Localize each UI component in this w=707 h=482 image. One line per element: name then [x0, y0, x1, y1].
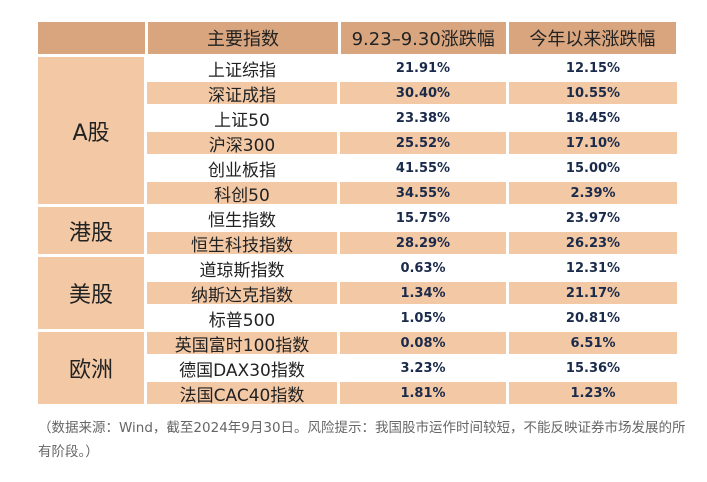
ytd-cell: 1.23%	[509, 382, 677, 404]
ytd-cell: 17.10%	[509, 132, 677, 154]
source-note: （数据来源：Wind，截至2024年9月30日。风险提示：我国股市运作时间较短，…	[38, 420, 686, 460]
table-row: 德国DAX30指数 3.23% 15.36%	[147, 357, 677, 381]
header-change: 9.23–9.30涨跌幅	[340, 22, 506, 54]
change-cell: 30.40%	[340, 82, 506, 104]
ytd-cell: 12.31%	[509, 257, 677, 279]
table-row: 道琼斯指数 0.63% 12.31%	[147, 257, 677, 281]
index-name-cell: 纳斯达克指数	[147, 282, 337, 306]
table-row: 上证50 23.38% 18.45%	[147, 107, 677, 131]
index-name-cell: 创业板指	[147, 157, 337, 181]
change-cell: 0.63%	[340, 257, 506, 279]
index-name-cell: 恒生科技指数	[147, 232, 337, 256]
change-cell: 25.52%	[340, 132, 506, 154]
ytd-cell: 20.81%	[509, 307, 677, 329]
change-cell: 3.23%	[340, 357, 506, 379]
change-cell: 23.38%	[340, 107, 506, 129]
group-label: 美股	[38, 257, 144, 329]
table-row: 上证综指 21.91% 12.15%	[147, 57, 677, 81]
table-row: 科创50 34.55% 2.39%	[147, 182, 677, 206]
table-row: 恒生科技指数 28.29% 26.23%	[147, 232, 677, 256]
change-cell: 41.55%	[340, 157, 506, 179]
table-row: 纳斯达克指数 1.34% 21.17%	[147, 282, 677, 306]
group-label: 欧洲	[38, 332, 144, 404]
change-cell: 28.29%	[340, 232, 506, 254]
group-label: A股	[38, 57, 144, 204]
index-name-cell: 沪深300	[147, 132, 337, 156]
index-name-cell: 道琼斯指数	[147, 257, 337, 281]
index-name-cell: 科创50	[147, 182, 337, 206]
index-name-cell: 上证综指	[147, 57, 337, 81]
table-row: 创业板指 41.55% 15.00%	[147, 157, 677, 181]
ytd-cell: 12.15%	[509, 57, 677, 79]
change-cell: 21.91%	[340, 57, 506, 79]
table-row: 沪深300 25.52% 17.10%	[147, 132, 677, 156]
table-row: 深证成指 30.40% 10.55%	[147, 82, 677, 106]
index-name-cell: 法国CAC40指数	[147, 382, 337, 406]
table-row: 英国富时100指数 0.08% 6.51%	[147, 332, 677, 356]
index-name-cell: 标普500	[147, 307, 337, 331]
change-cell: 0.08%	[340, 332, 506, 354]
index-name-cell: 深证成指	[147, 82, 337, 106]
change-cell: 34.55%	[340, 182, 506, 204]
index-name-cell: 上证50	[147, 107, 337, 131]
header-index: 主要指数	[148, 22, 338, 54]
change-cell: 1.81%	[340, 382, 506, 404]
change-cell: 1.05%	[340, 307, 506, 329]
ytd-cell: 26.23%	[509, 232, 677, 254]
ytd-cell: 21.17%	[509, 282, 677, 304]
header-ytd: 今年以来涨跌幅	[508, 22, 676, 54]
index-performance-table: 主要指数 9.23–9.30涨跌幅 今年以来涨跌幅 A股 上证综指 21.91% 12…	[38, 22, 677, 406]
change-cell: 15.75%	[340, 207, 506, 229]
table-row: 标普500 1.05% 20.81%	[147, 307, 677, 331]
index-name-cell: 英国富时100指数	[147, 332, 337, 356]
table-row: 法国CAC40指数 1.81% 1.23%	[147, 382, 677, 406]
change-cell: 1.34%	[340, 282, 506, 304]
index-name-cell: 德国DAX30指数	[147, 357, 337, 381]
index-name-cell: 恒生指数	[147, 207, 337, 231]
ytd-cell: 6.51%	[509, 332, 677, 354]
group-label: 港股	[38, 207, 144, 254]
ytd-cell: 23.97%	[509, 207, 677, 229]
ytd-cell: 15.36%	[509, 357, 677, 379]
ytd-cell: 10.55%	[509, 82, 677, 104]
table-row: 恒生指数 15.75% 23.97%	[147, 207, 677, 231]
ytd-cell: 18.45%	[509, 107, 677, 129]
table-header: 主要指数 9.23–9.30涨跌幅 今年以来涨跌幅	[38, 22, 676, 54]
ytd-cell: 15.00%	[509, 157, 677, 179]
ytd-cell: 2.39%	[509, 182, 677, 204]
header-blank-cell	[38, 22, 146, 54]
